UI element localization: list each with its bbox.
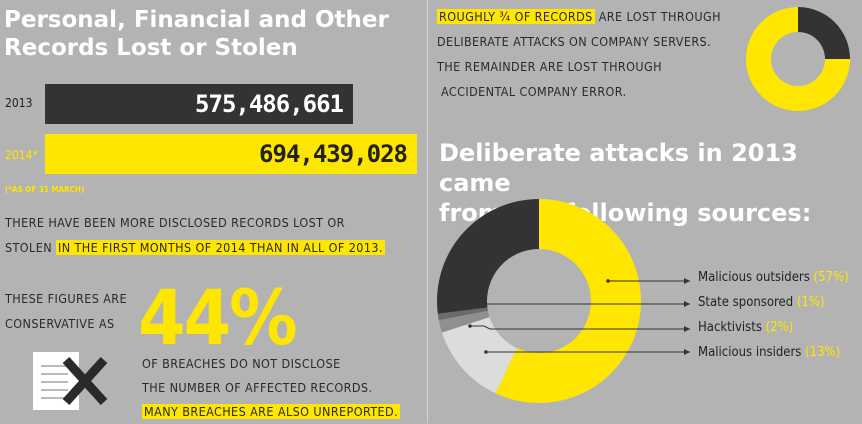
figures-text: THESE FIGURES ARE CONSERVATIVE AS [5, 286, 127, 336]
big-percent: 44% [138, 273, 298, 362]
slice-unlabelled [437, 199, 539, 314]
disclosed-text: THERE HAVE BEEN MORE DISCLOSED RECORDS L… [5, 210, 420, 260]
roughly-line-2: DELIBERATE ATTACKS ON COMPANY SERVERS. [437, 34, 712, 49]
legend-label: Hacktivists [698, 320, 762, 335]
breaches-highlight: MANY BREACHES ARE ALSO UNREPORTED. [142, 404, 401, 419]
legend-pct: (13%) [805, 345, 841, 360]
records-value-2014: 694,439,028 [259, 140, 408, 168]
records-split-donut [746, 7, 850, 111]
figures-line-1: THESE FIGURES ARE [5, 291, 128, 306]
disclosed-highlight: IN THE FIRST MONTHS OF 2014 THAN IN ALL … [56, 240, 385, 255]
breaches-line-1: OF BREACHES DO NOT DISCLOSE [142, 356, 341, 371]
legend-item-state-sponsored: State sponsored (1%) [698, 295, 825, 310]
leader-dot [606, 279, 610, 283]
slice-state-sponsored [437, 307, 488, 321]
leader-line [470, 325, 690, 330]
sources-heading-line-1: Deliberate attacks in 2013 came [439, 139, 798, 197]
slice-deliberate-attacks [746, 7, 850, 111]
disclosed-line-1: THERE HAVE BEEN MORE DISCLOSED RECORDS L… [5, 215, 345, 230]
leader-arrowhead [684, 349, 690, 355]
disclosed-line-2: STOLEN IN THE FIRST MONTHS OF 2014 THAN … [5, 235, 420, 260]
legend-label: Malicious insiders [698, 345, 802, 360]
year-label-2013: 2013 [5, 96, 33, 110]
legend-pct: (1%) [796, 295, 825, 310]
leader-dot [468, 324, 472, 328]
breaches-line-2: THE NUMBER OF AFFECTED RECORDS. [142, 380, 373, 395]
legend-leaders [464, 278, 690, 355]
leader-arrowhead [684, 326, 690, 332]
title-line-1: Personal, Financial and Other [4, 7, 389, 33]
year-label-2014: 2014* [5, 148, 38, 162]
legend-pct: (57%) [813, 270, 849, 285]
records-value-2013: 575,486,661 [195, 90, 344, 118]
roughly-rest: ARE LOST THROUGH [598, 9, 721, 24]
slice-accidental-company-error [798, 7, 850, 59]
leader-arrowhead [684, 278, 690, 284]
leader-arrowhead [684, 301, 690, 307]
legend-item-hacktivists: Hacktivists (2%) [698, 320, 793, 335]
roughly-text: ROUGHLY ¾ OF RECORDS ARE LOST THROUGH DE… [437, 4, 721, 104]
records-bar-2014: 694,439,028 [45, 134, 417, 174]
divider [427, 0, 428, 423]
legend-pct: (2%) [765, 320, 794, 335]
records-bar-2013: 575,486,661 [45, 84, 353, 124]
document-x-icon [30, 352, 110, 418]
disclosed-stolen: STOLEN [5, 240, 53, 255]
page-title: Personal, Financial and Other Records Lo… [4, 6, 424, 62]
footnote: (*AS OF 31 MARCH) [5, 185, 85, 194]
leader-dot [484, 350, 488, 354]
breaches-text: OF BREACHES DO NOT DISCLOSE THE NUMBER O… [142, 352, 401, 424]
roughly-line-4: ACCIDENTAL COMPANY ERROR. [441, 84, 627, 99]
figures-line-2: CONSERVATIVE AS [5, 316, 115, 331]
leader-dot [464, 302, 468, 306]
slice-malicious-insiders [441, 317, 517, 394]
legend-label: Malicious outsiders [698, 270, 810, 285]
legend-item-malicious-outsiders: Malicious outsiders (57%) [698, 270, 849, 285]
title-line-2: Records Lost or Stolen [4, 35, 298, 61]
slice-hacktivists [438, 310, 490, 333]
legend-label: State sponsored [698, 295, 794, 310]
roughly-highlight: ROUGHLY ¾ OF RECORDS [437, 9, 595, 24]
legend-item-malicious-insiders: Malicious insiders (13%) [698, 345, 840, 360]
roughly-line-3: THE REMAINDER ARE LOST THROUGH [437, 59, 663, 74]
